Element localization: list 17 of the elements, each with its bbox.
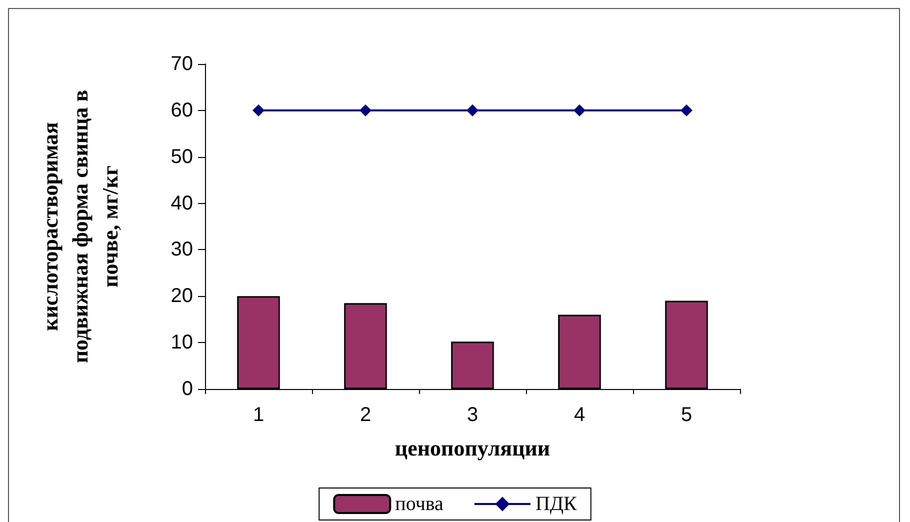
y-tick-label: 70: [170, 53, 193, 75]
y-axis-title: кислоторастворимая подвижная форма свинца в почве, мг/кг: [38, 90, 122, 364]
y-tick-label: 60: [170, 99, 193, 122]
x-tick-label: 2: [360, 404, 372, 426]
x-tick-label: 1: [252, 404, 264, 426]
x-tick-label: 4: [574, 404, 586, 426]
x-tick-label: 3: [466, 404, 478, 426]
legend-label: ПДК: [535, 493, 578, 515]
y-tick-label: 40: [170, 192, 193, 214]
x-axis-title: ценопопуляции: [394, 436, 550, 460]
y-tick-label: 10: [170, 332, 193, 354]
y-tick-label: 20: [170, 285, 193, 308]
legend-label: почва: [395, 493, 444, 515]
y-tick-label: 0: [182, 378, 193, 400]
y-tick-label: 30: [170, 238, 193, 261]
x-tick-label: 5: [680, 404, 692, 426]
y-tick-label: 50: [170, 146, 193, 168]
